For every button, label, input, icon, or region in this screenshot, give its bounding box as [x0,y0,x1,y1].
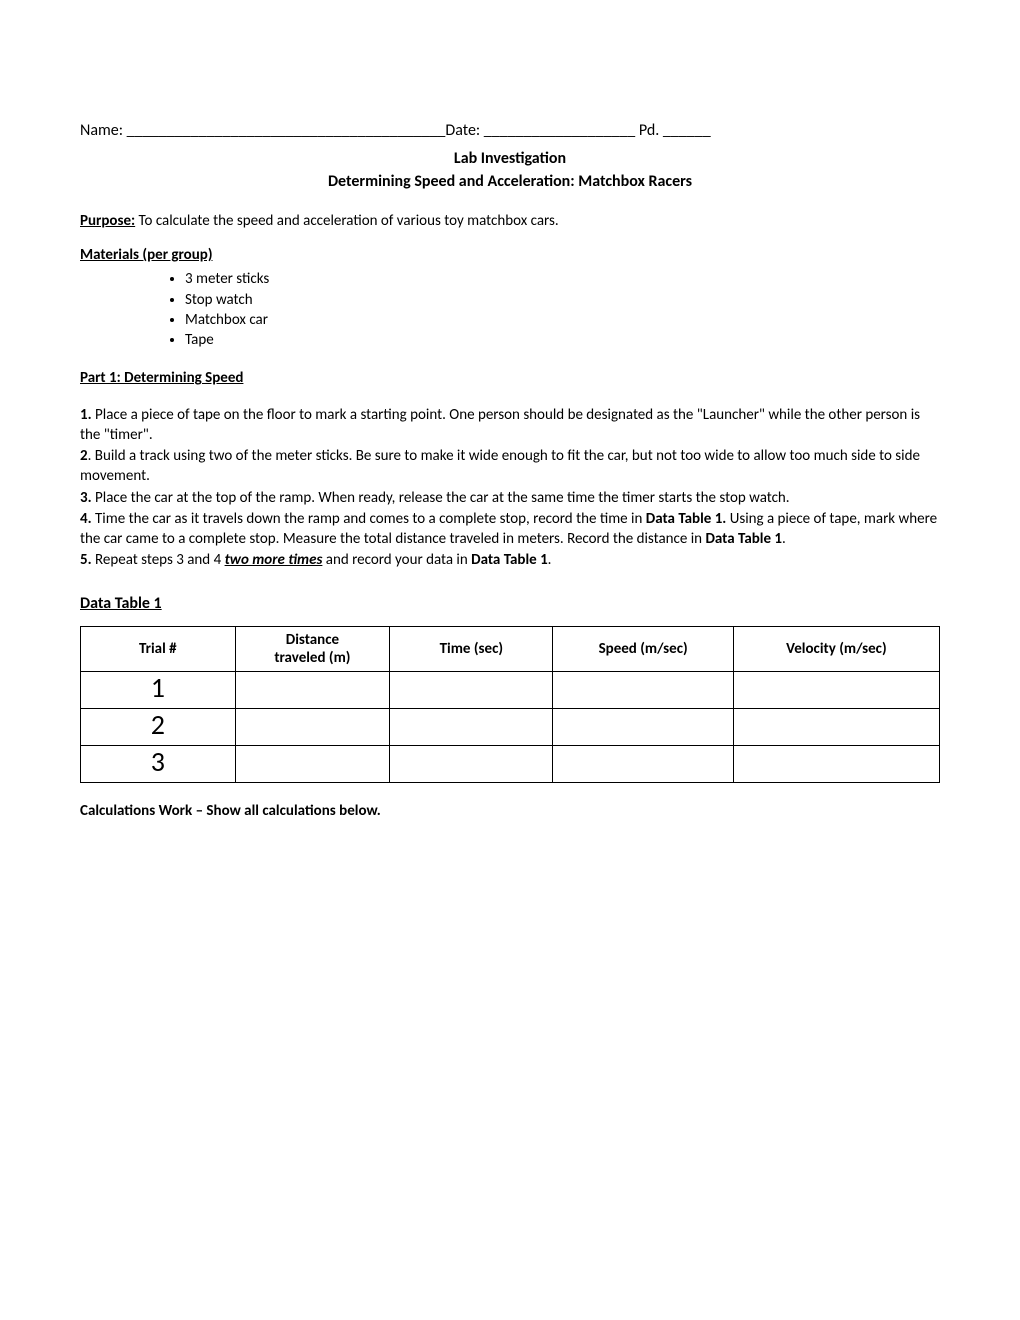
name-label: Name: [80,121,123,140]
col-header-velocity: Velocity (m/sec) [733,627,939,672]
step-number: 5. [80,551,92,569]
materials-label: Materials (per group) [80,246,213,264]
purpose-label: Purpose: [80,212,135,230]
col-header-speed: Speed (m/sec) [553,627,733,672]
step-text: . [548,551,552,569]
step-text: and record your data in [322,551,471,569]
trial-cell: 1 [81,672,236,709]
pd-blank: ______ [659,121,710,140]
step-number: 2 [80,447,88,465]
table-row: 1 [81,672,940,709]
calculations-heading: Calculations Work – Show all calculation… [80,801,940,821]
trial-cell: 2 [81,709,236,746]
data-cell [733,746,939,783]
data-table-ref: Data Table 1 [471,551,548,569]
data-cell [553,709,733,746]
trial-cell: 3 [81,746,236,783]
step-text: Place the car at the top of the ramp. Wh… [92,489,790,507]
part1-heading: Part 1: Determining Speed [80,368,940,388]
data-table-ref: Data Table 1. [646,510,727,528]
emphasis: two more times [225,551,323,569]
data-cell [390,746,553,783]
step-text: Time the car as it travels down the ramp… [92,510,646,528]
step-number: 4. [80,510,92,528]
table-row: 2 [81,709,940,746]
step-number: 3. [80,489,92,507]
col-header-text: Distance [286,631,339,649]
step-number: 1. [80,406,92,424]
materials-heading: Materials (per group) [80,245,940,265]
name-blank: ________________________________________ [123,121,445,140]
step-1: 1. Place a piece of tape on the floor to… [80,405,940,446]
page: Name: __________________________________… [0,0,1020,1320]
data-cell [390,672,553,709]
step-5: 5. Repeat steps 3 and 4 two more times a… [80,550,940,570]
pd-label: Pd. [635,121,659,140]
date-label: Date: [445,121,480,140]
list-item: Tape [185,330,940,350]
step-text: . Build a track using two of the meter s… [80,447,920,485]
step-text: . [782,530,786,548]
materials-list: 3 meter sticks Stop watch Matchbox car T… [80,269,940,350]
date-blank: ___________________ [480,121,635,140]
data-table-1: Trial # Distancetraveled (m) Time (sec) … [80,626,940,783]
data-cell [733,672,939,709]
datatable-heading: Data Table 1 [80,593,940,615]
step-text: Repeat steps 3 and 4 [92,551,225,569]
data-cell [235,672,390,709]
step-3: 3. Place the car at the top of the ramp.… [80,488,940,508]
step-4: 4. Time the car as it travels down the r… [80,509,940,550]
purpose-text: To calculate the speed and acceleration … [135,212,558,230]
col-header-text: traveled (m) [274,649,350,667]
title-line-2: Determining Speed and Acceleration: Matc… [80,171,940,193]
table-header-row: Trial # Distancetraveled (m) Time (sec) … [81,627,940,672]
data-cell [553,672,733,709]
list-item: 3 meter sticks [185,269,940,289]
title-line-1: Lab Investigation [80,148,940,170]
col-header-distance: Distancetraveled (m) [235,627,390,672]
data-cell [553,746,733,783]
table-row: 3 [81,746,940,783]
list-item: Matchbox car [185,310,940,330]
purpose-line: Purpose: To calculate the speed and acce… [80,211,940,231]
col-header-time: Time (sec) [390,627,553,672]
col-header-trial: Trial # [81,627,236,672]
step-2: 2. Build a track using two of the meter … [80,446,940,487]
step-text: Place a piece of tape on the floor to ma… [80,406,920,444]
data-cell [235,746,390,783]
list-item: Stop watch [185,290,940,310]
header-line: Name: __________________________________… [80,120,940,142]
data-table-ref: Data Table 1 [705,530,782,548]
data-cell [390,709,553,746]
data-cell [235,709,390,746]
data-cell [733,709,939,746]
